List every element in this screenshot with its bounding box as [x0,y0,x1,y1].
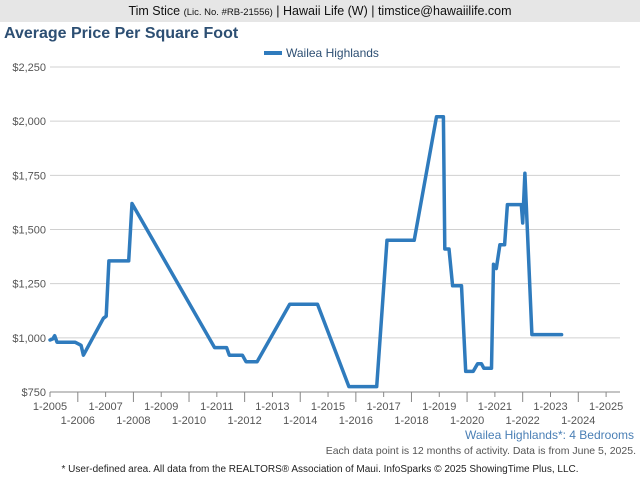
header-bar: Tim Stice (Lic. No. #RB-21556) | Hawaii … [0,0,640,22]
x-tick-label: 1-2024 [561,415,595,427]
footer-note: * User-defined area. All data from the R… [61,464,579,475]
x-tick-label: 1-2019 [422,401,456,413]
y-tick-label: $2,250 [12,62,46,74]
area-subtitle: Wailea Highlands*: 4 Bedrooms [465,428,634,442]
x-tick-label: 1-2015 [311,401,345,413]
x-tick-label: 1-2021 [478,401,512,413]
y-tick-label: $1,500 [12,225,46,237]
x-tick-label: 1-2008 [116,415,150,427]
legend-label: Wailea Highlands [286,46,379,60]
x-tick-label: 1-2011 [200,401,233,413]
license-number: (Lic. No. #RB-21556) [183,7,273,18]
x-tick-label: 1-2013 [255,401,289,413]
x-tick-label: 1-2007 [88,401,122,413]
x-tick-label: 1-2023 [533,401,567,413]
agency-info: | Hawaii Life (W) | timstice@hawaiilife.… [276,4,512,18]
x-tick-label: 1-2017 [367,401,401,413]
agent-name: Tim Stice [128,4,181,18]
x-tick-label: 1-2014 [283,415,317,427]
x-tick-label: 1-2016 [339,415,373,427]
data-note: Each data point is 12 months of activity… [325,445,636,457]
chart-title: Average Price Per Square Foot [4,25,239,42]
x-tick-label: 1-2006 [61,415,95,427]
x-tick-label: 1-2022 [506,415,540,427]
y-tick-label: $2,000 [12,116,46,128]
x-tick-label: 1-2009 [144,401,178,413]
x-tick-label: 1-2018 [394,415,428,427]
x-tick-label: 1-2012 [228,415,262,427]
x-tick-label: 1-2005 [33,401,67,413]
x-tick-label: 1-2025 [589,401,623,413]
y-tick-label: $1,750 [12,170,46,182]
y-tick-label: $1,000 [12,333,46,345]
y-tick-label: $1,250 [12,279,46,291]
x-tick-label: 1-2020 [450,415,484,427]
series-line [48,115,564,389]
x-tick-label: 1-2010 [172,415,206,427]
y-tick-label: $750 [22,387,46,399]
